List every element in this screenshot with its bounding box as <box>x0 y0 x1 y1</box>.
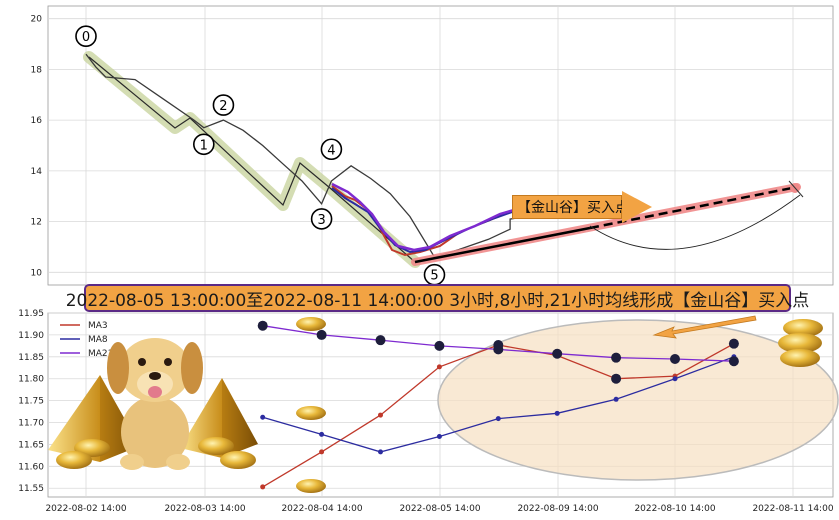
ma-point-ma21 <box>434 340 445 351</box>
callout-arrow-icon <box>622 191 652 223</box>
pattern-point-marker <box>212 94 235 116</box>
ma-y-tick-label: 11.95 <box>18 309 44 319</box>
price-y-tick-label: 16 <box>31 116 43 126</box>
ma-point-ma3 <box>728 338 739 349</box>
ma-y-tick-label: 11.75 <box>18 397 44 407</box>
pattern-point-label: 5 <box>430 269 438 284</box>
x-tick-label: 2022-08-05 14:00 <box>399 504 480 514</box>
ma-point-ma21 <box>552 348 563 359</box>
ma-point-ma8 <box>319 431 325 437</box>
legend-ma3: MA3 <box>88 321 108 331</box>
ma-y-tick-label: 11.70 <box>18 419 44 429</box>
pattern-point-marker <box>75 25 97 47</box>
ma-point-ma3 <box>378 412 383 418</box>
ma-y-tick-label: 11.80 <box>18 375 44 385</box>
pattern-point-label: 2 <box>219 99 227 114</box>
ma-y-tick-label: 11.60 <box>18 462 44 472</box>
ma-panel: 11.55 11.60 11.65 11.70 11.75 11.80 11.85 11.90… <box>18 309 839 514</box>
pattern-point-markers: 0 1 2 3 4 5 <box>75 25 446 286</box>
x-tick-label: 2022-08-04 14:00 <box>281 504 362 514</box>
ma-point-ma21 <box>493 344 504 355</box>
pattern-banner: 2022-08-05 13:00:00至2022-08-11 14:00:00 … <box>66 284 809 312</box>
ma-point-ma21 <box>728 356 739 367</box>
dog-mascot-icon <box>107 338 203 470</box>
ma-point-ma3 <box>319 449 325 455</box>
x-tick-label: 2022-08-02 14:00 <box>45 504 126 514</box>
ma-legend: MA3 MA8 MA21 <box>60 321 113 359</box>
ma-point-ma8 <box>436 434 442 440</box>
ma-y-tick-label: 11.65 <box>18 440 44 450</box>
x-tick-label: 2022-08-03 14:00 <box>164 504 245 514</box>
ma-point-ma21 <box>670 354 680 364</box>
pattern-point-label: 0 <box>82 30 90 45</box>
projection-arc <box>589 194 801 250</box>
pattern-point-label: 1 <box>200 138 208 153</box>
x-axis-ticks: 2022-08-02 14:00 2022-08-03 14:00 2022-08-… <box>45 504 833 514</box>
price-y-tick-label: 18 <box>31 65 43 75</box>
pattern-point-marker <box>310 208 333 230</box>
ma-purple-top <box>331 182 515 252</box>
pattern-point-label: 4 <box>327 143 335 158</box>
ma-series-group <box>257 320 739 490</box>
ma-y-tick-label: 11.85 <box>18 353 44 363</box>
trend-solid-line <box>414 226 591 264</box>
price-series-line <box>85 53 607 258</box>
ma-point-ma8 <box>672 376 678 382</box>
pattern-point-label: 3 <box>317 213 325 228</box>
ma-point-ma3 <box>436 364 442 370</box>
ma-point-ma8 <box>613 396 619 402</box>
price-y-tick-label: 14 <box>31 167 43 177</box>
ma-point-ma8 <box>260 414 266 420</box>
x-tick-label: 2022-08-10 14:00 <box>634 504 715 514</box>
ma-point-ma3 <box>260 484 266 490</box>
x-tick-label: 2022-08-11 14:00 <box>752 504 833 514</box>
price-y-ticks: 10 12 14 16 18 20 <box>31 15 43 279</box>
price-y-tick-label: 12 <box>31 218 42 228</box>
legend-ma8: MA8 <box>88 335 108 345</box>
ma-y-ticks: 11.55 11.60 11.65 11.70 11.75 11.80 11.85 11.90… <box>18 309 44 494</box>
ma-point-ma21 <box>375 335 386 346</box>
price-grid <box>48 6 833 285</box>
price-y-tick-label: 20 <box>31 15 43 25</box>
ma-point-ma21 <box>316 329 327 340</box>
ma-point-ma8 <box>495 416 501 422</box>
ma-y-tick-label: 11.90 <box>18 331 44 341</box>
ma-point-ma21 <box>257 320 268 331</box>
ma-point-ma8 <box>554 410 560 416</box>
gold-ingot-icon <box>296 317 823 493</box>
ma-y-tick-label: 11.55 <box>18 484 44 494</box>
ma-point-ma3 <box>611 373 622 384</box>
gold-ingot-icon <box>56 437 256 469</box>
price-y-tick-label: 10 <box>31 268 43 278</box>
legend-ma21: MA21 <box>88 349 113 359</box>
price-panel-frame <box>47 5 834 286</box>
x-tick-label: 2022-08-09 14:00 <box>517 504 598 514</box>
ma-point-ma8 <box>378 449 383 455</box>
pattern-channel-line <box>88 56 416 263</box>
pattern-point-marker <box>320 138 343 161</box>
ma-point-ma21 <box>611 352 622 363</box>
pointer-arrow-icon <box>652 315 757 339</box>
buy-point-callout: 【金山谷】买入点 <box>512 195 629 219</box>
pattern-point-marker <box>193 133 215 156</box>
trend-end-tick <box>788 180 804 198</box>
